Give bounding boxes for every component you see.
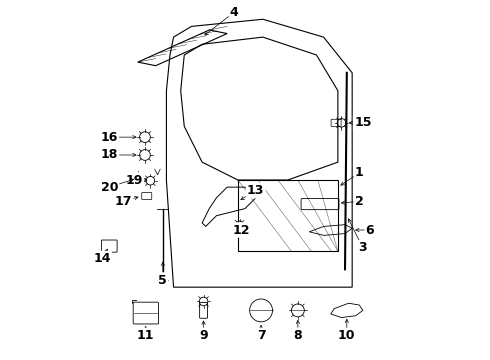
Text: 4: 4 <box>230 6 239 19</box>
Text: 13: 13 <box>247 184 265 197</box>
Text: 17: 17 <box>115 195 132 208</box>
Text: 1: 1 <box>355 166 364 179</box>
Text: 10: 10 <box>338 329 356 342</box>
Text: 5: 5 <box>158 274 167 287</box>
Text: 2: 2 <box>355 195 364 208</box>
Text: 19: 19 <box>125 174 143 186</box>
Text: 9: 9 <box>199 329 208 342</box>
Text: 11: 11 <box>137 329 154 342</box>
Text: 14: 14 <box>94 252 111 265</box>
Text: 20: 20 <box>100 181 118 194</box>
Text: 15: 15 <box>354 116 371 129</box>
Text: 8: 8 <box>294 329 302 342</box>
Text: 7: 7 <box>257 329 266 342</box>
Text: 18: 18 <box>100 148 118 162</box>
Text: 12: 12 <box>233 224 250 237</box>
Text: 3: 3 <box>359 241 367 255</box>
Text: 6: 6 <box>366 224 374 237</box>
Text: 16: 16 <box>100 131 118 144</box>
